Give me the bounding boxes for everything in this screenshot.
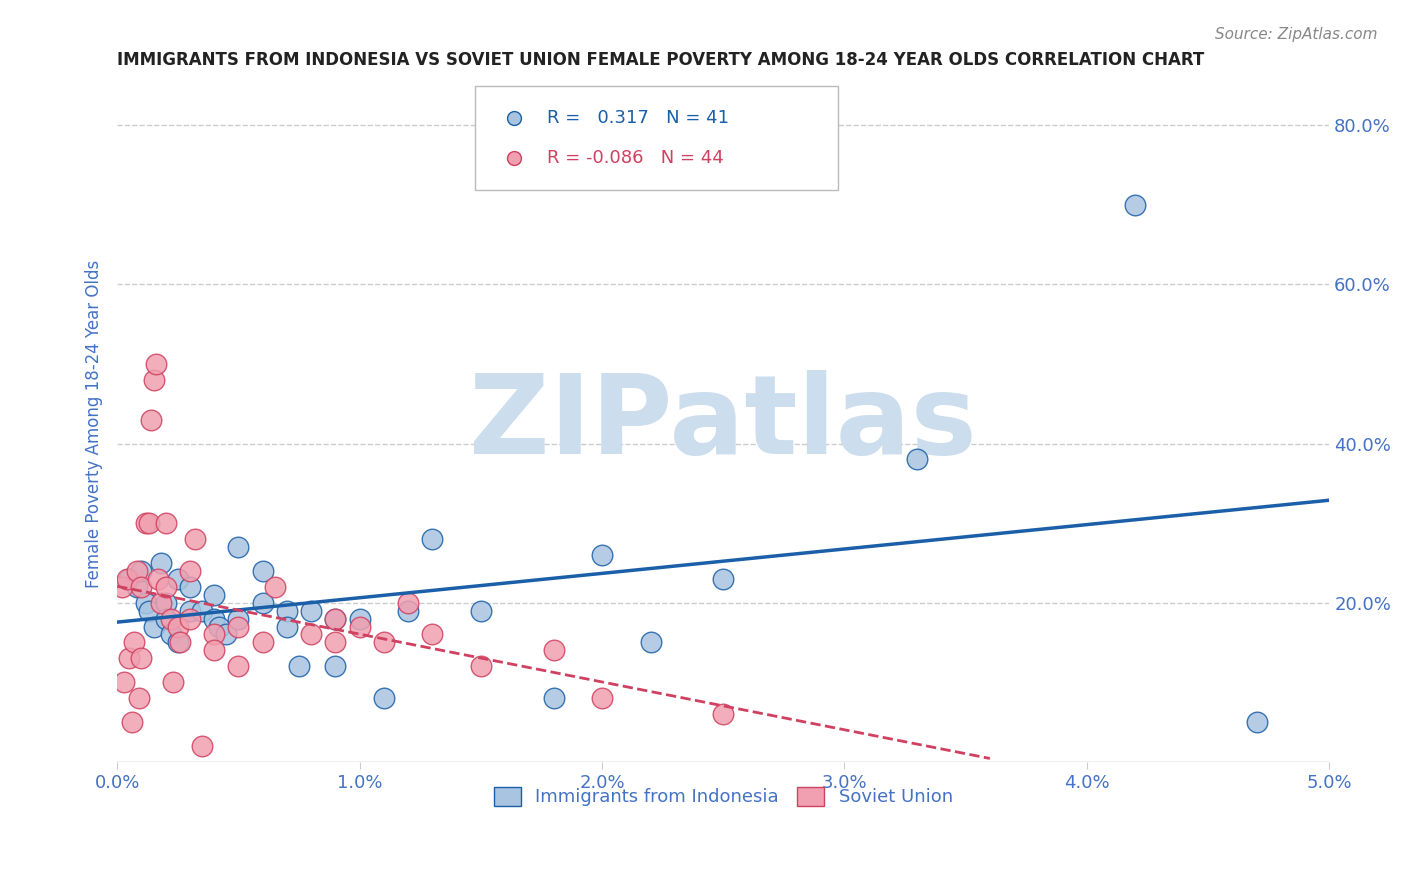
Point bbox=[396, 604, 419, 618]
Point bbox=[111, 580, 134, 594]
Point bbox=[396, 596, 419, 610]
Point bbox=[114, 675, 136, 690]
Point bbox=[325, 611, 347, 625]
Point bbox=[184, 532, 207, 546]
Point bbox=[145, 357, 167, 371]
Point bbox=[179, 580, 201, 594]
Point bbox=[349, 619, 371, 633]
Point bbox=[349, 611, 371, 625]
Point bbox=[148, 572, 170, 586]
Point bbox=[179, 564, 201, 578]
Point bbox=[155, 516, 177, 530]
Point bbox=[420, 532, 443, 546]
Point bbox=[373, 691, 395, 706]
Point bbox=[276, 619, 298, 633]
Point bbox=[179, 611, 201, 625]
Point bbox=[1246, 714, 1268, 729]
Point bbox=[125, 580, 148, 594]
FancyBboxPatch shape bbox=[475, 86, 838, 190]
Point bbox=[591, 691, 613, 706]
Point bbox=[122, 635, 145, 649]
Text: IMMIGRANTS FROM INDONESIA VS SOVIET UNION FEMALE POVERTY AMONG 18-24 YEAR OLDS C: IMMIGRANTS FROM INDONESIA VS SOVIET UNIO… bbox=[117, 51, 1205, 69]
Point bbox=[591, 548, 613, 562]
Point bbox=[159, 627, 181, 641]
Point bbox=[125, 564, 148, 578]
Point bbox=[252, 596, 274, 610]
Point bbox=[252, 635, 274, 649]
Y-axis label: Female Poverty Among 18-24 Year Olds: Female Poverty Among 18-24 Year Olds bbox=[86, 260, 103, 588]
Point bbox=[640, 635, 662, 649]
Point bbox=[142, 373, 165, 387]
Point bbox=[118, 651, 141, 665]
Point bbox=[276, 604, 298, 618]
Point bbox=[121, 714, 143, 729]
Text: ZIPatlas: ZIPatlas bbox=[470, 370, 977, 477]
Point bbox=[191, 604, 214, 618]
Point bbox=[131, 580, 153, 594]
Point bbox=[325, 611, 347, 625]
Point bbox=[263, 580, 285, 594]
Point bbox=[543, 643, 565, 657]
Point bbox=[166, 572, 188, 586]
Point bbox=[179, 604, 201, 618]
Point bbox=[131, 564, 153, 578]
Point bbox=[138, 604, 160, 618]
Point bbox=[159, 611, 181, 625]
Point bbox=[202, 588, 225, 602]
Point bbox=[155, 580, 177, 594]
Point bbox=[228, 540, 250, 554]
Point bbox=[149, 556, 172, 570]
Point bbox=[115, 572, 138, 586]
Point bbox=[299, 627, 322, 641]
Point bbox=[135, 516, 157, 530]
Point bbox=[215, 627, 238, 641]
Point bbox=[373, 635, 395, 649]
Text: Source: ZipAtlas.com: Source: ZipAtlas.com bbox=[1215, 27, 1378, 42]
Point bbox=[166, 619, 188, 633]
Point bbox=[131, 651, 153, 665]
Point bbox=[1123, 198, 1146, 212]
Point bbox=[202, 611, 225, 625]
Point bbox=[191, 739, 214, 753]
Point bbox=[711, 572, 734, 586]
Point bbox=[202, 627, 225, 641]
Point bbox=[905, 452, 928, 467]
Point bbox=[288, 659, 311, 673]
Point bbox=[166, 635, 188, 649]
Point bbox=[543, 691, 565, 706]
Legend: Immigrants from Indonesia, Soviet Union: Immigrants from Indonesia, Soviet Union bbox=[486, 780, 960, 814]
Point bbox=[118, 572, 141, 586]
Point bbox=[138, 516, 160, 530]
Point bbox=[228, 611, 250, 625]
Point bbox=[470, 659, 492, 673]
Point bbox=[135, 596, 157, 610]
Point bbox=[711, 706, 734, 721]
Point bbox=[325, 659, 347, 673]
Point bbox=[149, 596, 172, 610]
Point bbox=[228, 659, 250, 673]
Point bbox=[142, 619, 165, 633]
Point bbox=[162, 675, 184, 690]
Text: R =   0.317   N = 41: R = 0.317 N = 41 bbox=[547, 109, 730, 127]
Point bbox=[325, 635, 347, 649]
Point bbox=[228, 619, 250, 633]
Point bbox=[208, 619, 231, 633]
Point bbox=[155, 611, 177, 625]
Point bbox=[169, 635, 191, 649]
Point bbox=[299, 604, 322, 618]
Point bbox=[139, 412, 162, 426]
Point bbox=[202, 643, 225, 657]
Point bbox=[128, 691, 150, 706]
Point bbox=[252, 564, 274, 578]
Text: R = -0.086   N = 44: R = -0.086 N = 44 bbox=[547, 149, 724, 167]
Point bbox=[420, 627, 443, 641]
Point bbox=[155, 596, 177, 610]
Point bbox=[470, 604, 492, 618]
